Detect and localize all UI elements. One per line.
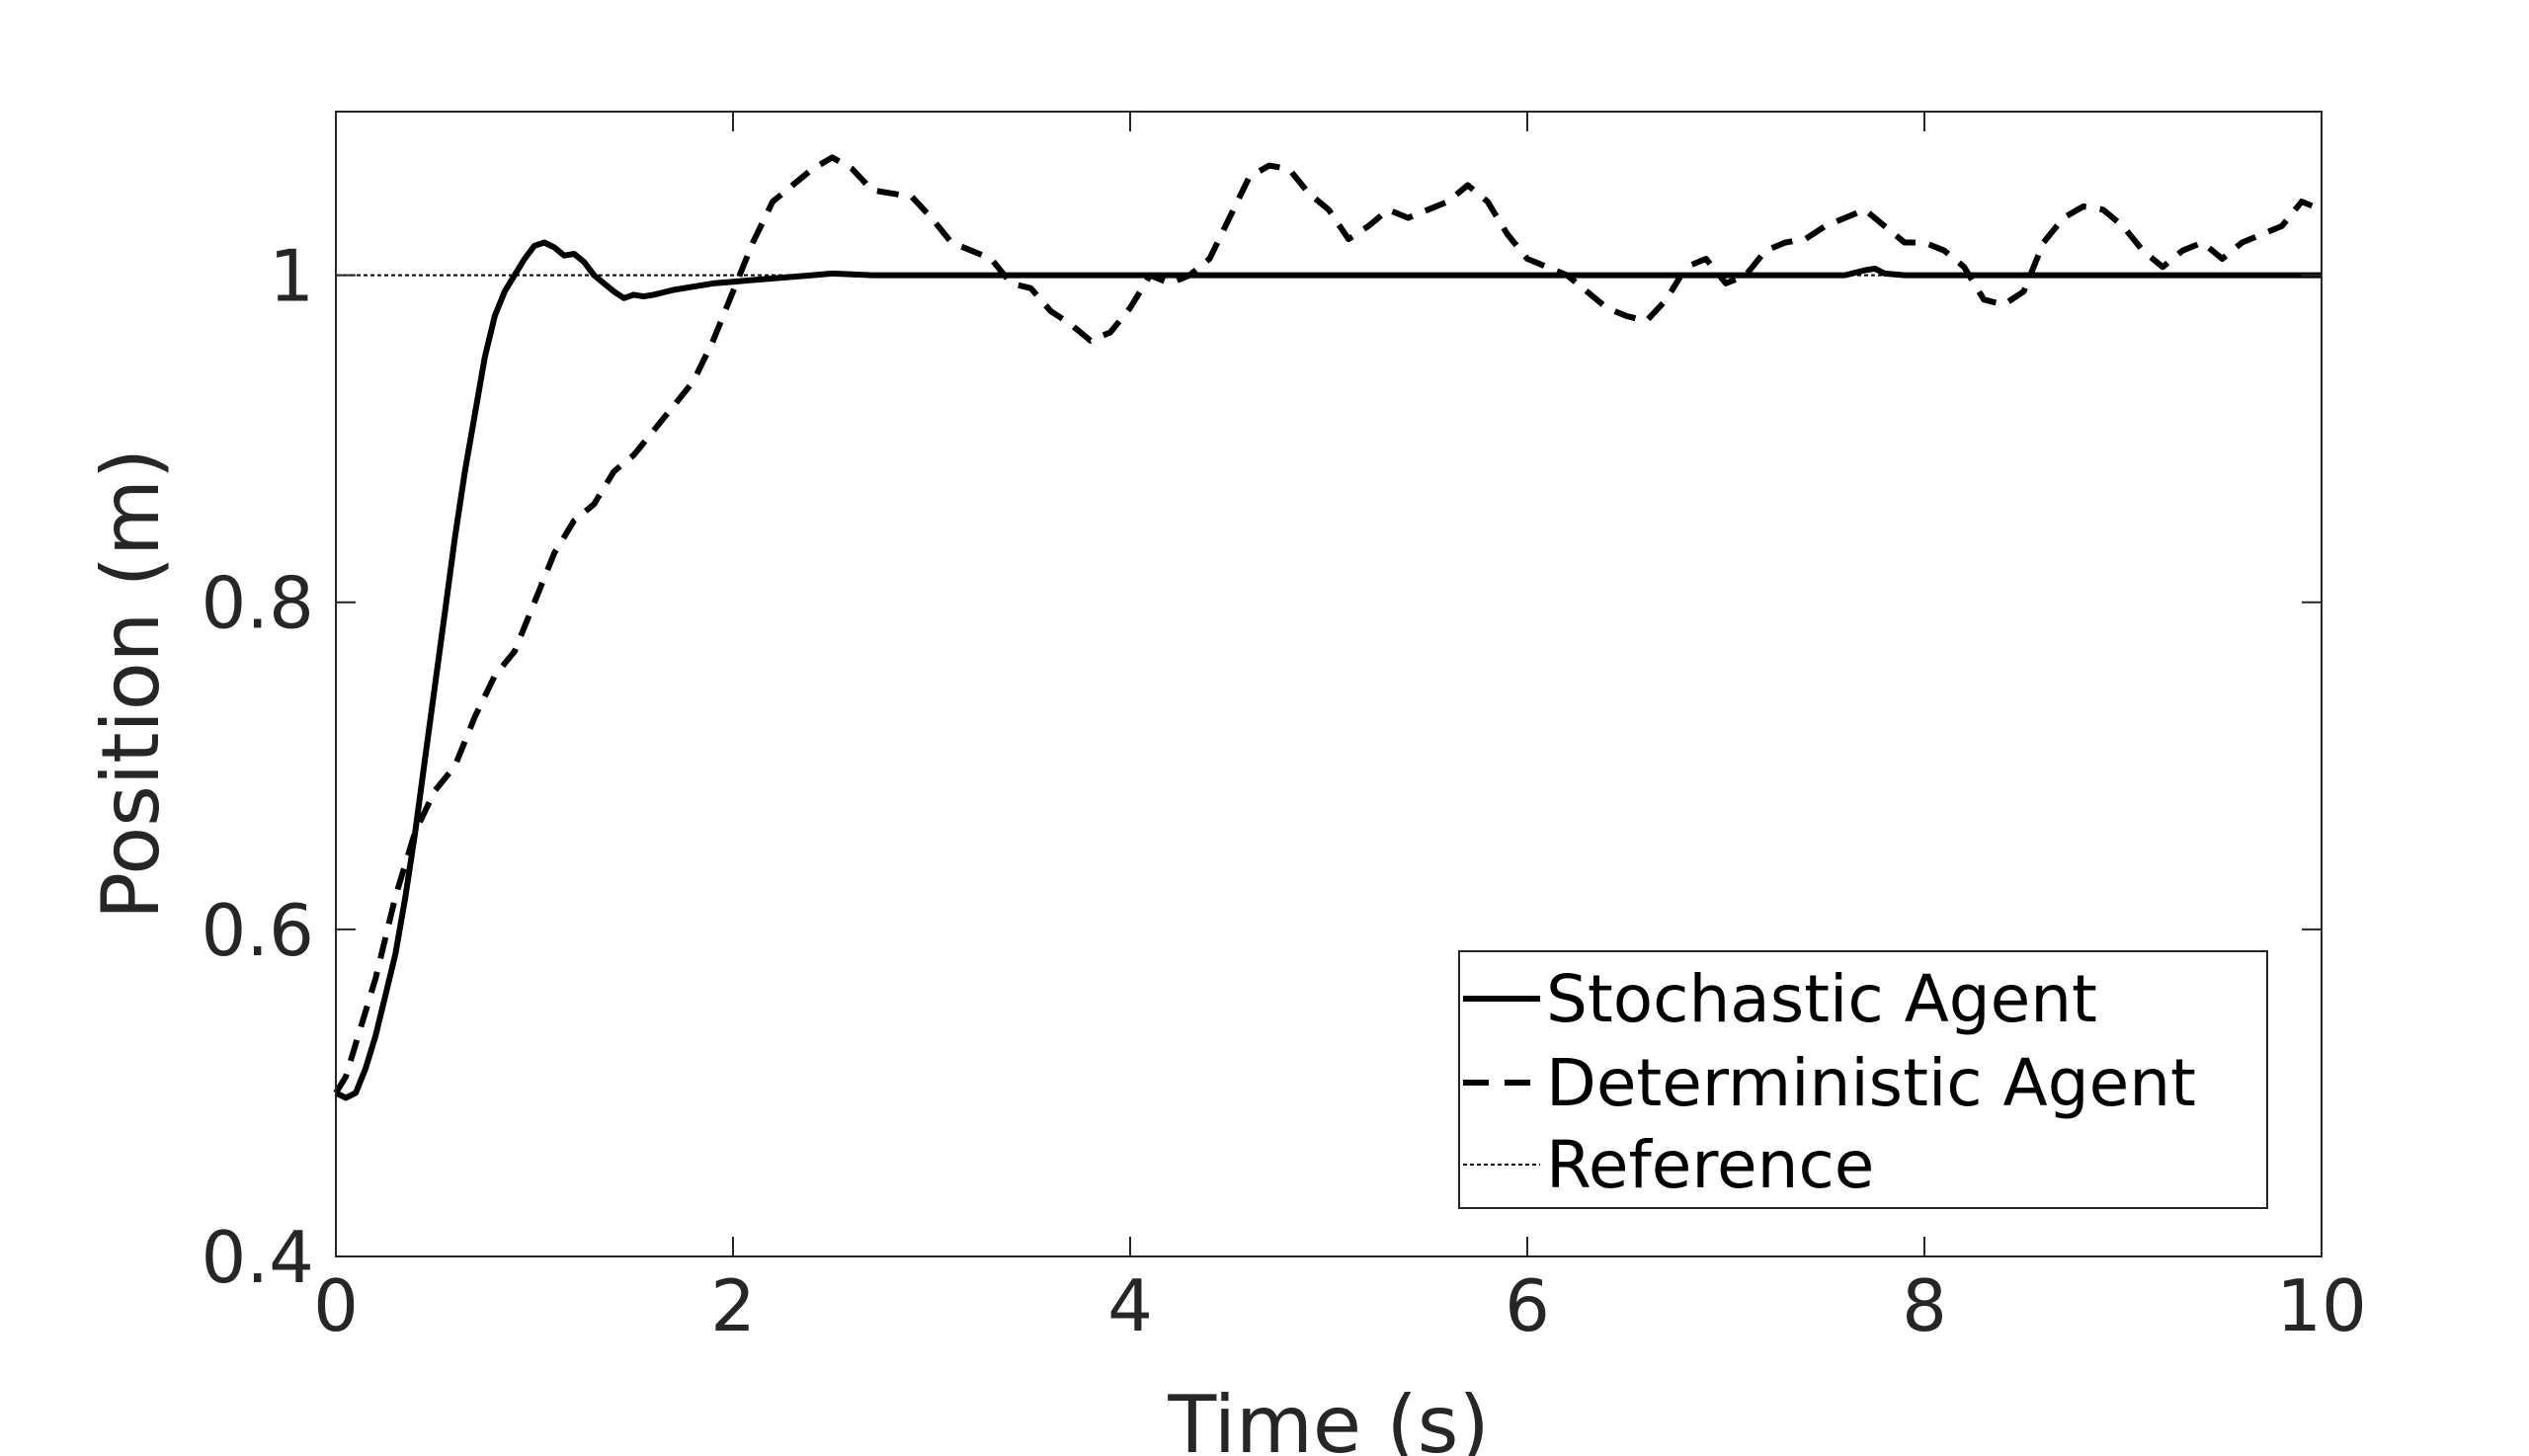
x-tick-label: 2	[710, 1264, 756, 1347]
y-tick-label: 0.8	[201, 562, 314, 645]
legend-label-reference: Reference	[1546, 1127, 1874, 1203]
legend-box	[1458, 950, 2268, 1209]
y-tick-label: 1	[269, 235, 314, 318]
legend: Stochastic Agent Deterministic Agent Ref…	[1458, 950, 2268, 1209]
x-tick-label: 0	[313, 1264, 359, 1347]
y-axis-label: Position (m)	[85, 448, 177, 920]
legend-label-deterministic: Deterministic Agent	[1546, 1045, 2196, 1121]
series-layer	[333, 154, 2324, 1101]
series-line-deterministic-agent	[333, 154, 2324, 1094]
x-tick-label: 8	[1902, 1264, 1947, 1347]
x-axis-label: Time (s)	[1167, 1379, 1489, 1456]
y-tick-label: 0.4	[201, 1216, 314, 1299]
legend-label-stochastic: Stochastic Agent	[1546, 961, 2097, 1037]
y-tick-label: 0.6	[201, 889, 314, 972]
x-tick-label: 10	[2276, 1264, 2367, 1347]
series-line-stochastic-agent	[334, 239, 2322, 1101]
x-tick-label: 6	[1505, 1264, 1550, 1347]
axes-box	[335, 111, 2323, 1257]
tick-layer: 0 2 4 6 8 10 0.4 0.6 0.8 1	[201, 112, 2367, 1347]
x-tick-label: 4	[1107, 1264, 1153, 1347]
